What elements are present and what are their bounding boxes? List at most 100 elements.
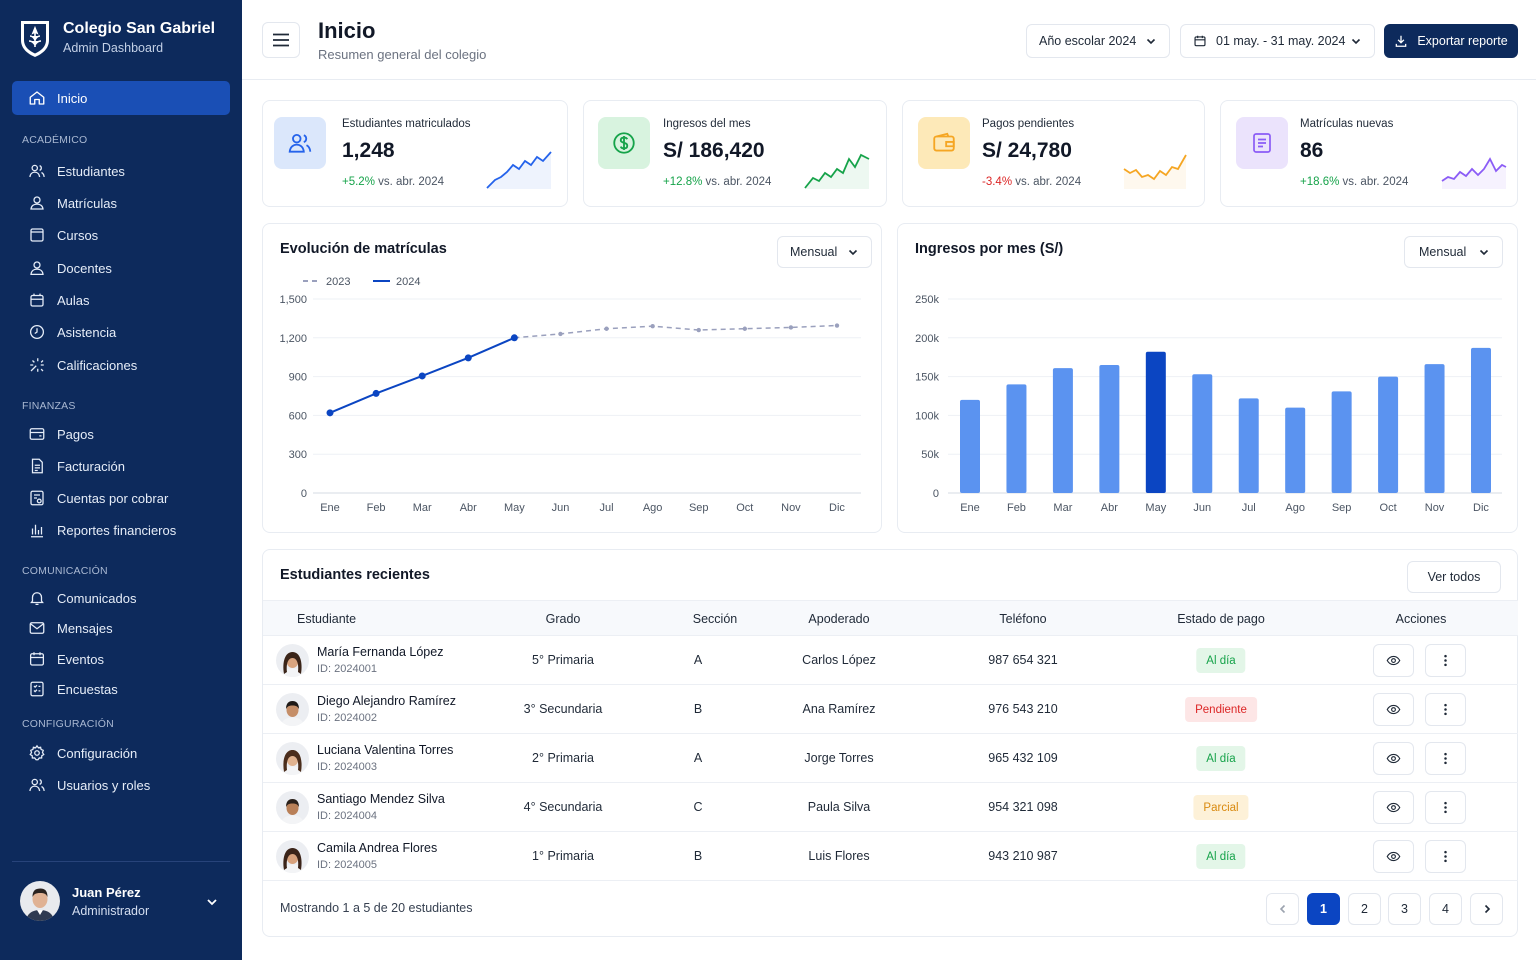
data-point[interactable] [326,409,334,417]
nav-item-cursos[interactable]: Cursos [28,224,98,246]
table-row[interactable]: Santiago Mendez Silva ID: 2024004 4° Secun… [263,783,1518,832]
pagination-prev-button[interactable] [1266,893,1299,925]
data-point[interactable] [788,325,794,330]
nav-section-configuracion: CONFIGURACIÓN [22,718,114,730]
nav-item-encuestas[interactable]: Encuestas [28,678,118,700]
data-point[interactable] [372,389,380,397]
nav-item-configuracion[interactable]: Configuración [28,742,137,764]
student-avatar [276,644,309,677]
data-point[interactable] [742,326,748,331]
data-point[interactable] [558,331,563,337]
bar-Sep[interactable] [1331,391,1352,493]
export-report-button[interactable]: Exportar reporte [1384,24,1518,58]
bar-Oct[interactable] [1378,376,1399,493]
nav-item-matriculas[interactable]: Matrículas [28,192,117,214]
data-point[interactable] [650,323,655,329]
menu-toggle-button[interactable] [262,22,300,58]
user-profile[interactable]: Juan Pérez Administrador [20,881,149,921]
bar-Ago[interactable] [1285,407,1306,493]
pagination-page-2[interactable]: 2 [1348,893,1381,925]
school-year-select[interactable]: Año escolar 2024 [1026,24,1170,58]
bar-Mar[interactable] [1052,368,1073,493]
nav-item-eventos[interactable]: Eventos [28,648,104,670]
pagination-page-4[interactable]: 4 [1429,893,1462,925]
data-point[interactable] [510,334,518,342]
page-subtitle: Resumen general del colegio [318,47,487,62]
teacher-icon [30,261,44,276]
x-tick-label: May [504,502,525,514]
student-section: B [693,849,703,863]
bar-May[interactable] [1145,351,1166,493]
more-actions-button[interactable] [1425,693,1466,726]
bar-Nov[interactable] [1424,364,1445,493]
bar-chart: 0 50k 100k 150k 200k 250k Ene Feb Mar Abr May Jun Ju… [915,294,1502,514]
bar-Feb[interactable] [1006,384,1027,493]
view-all-button[interactable]: Ver todos [1407,561,1501,593]
nav-item-usuarios-y-roles[interactable]: Usuarios y roles [28,774,150,796]
x-tick-label: Oct [1380,502,1397,514]
column-header-grade: Grado [545,612,581,626]
nav-item-comunicados[interactable]: Comunicados [28,587,137,609]
sidebar-divider [12,861,230,862]
nav-item-pagos[interactable]: Pagos [28,423,94,445]
y-tick-label: 200k [915,333,939,345]
pagination-page-3[interactable]: 3 [1388,893,1421,925]
view-student-button[interactable] [1373,644,1414,677]
nav-item-estudiantes[interactable]: Estudiantes [28,160,125,182]
more-actions-button[interactable] [1425,840,1466,873]
nav-item-docentes[interactable]: Docentes [28,257,112,279]
more-vertical-icon [1444,654,1447,667]
view-student-button[interactable] [1373,742,1414,775]
bar-Abr[interactable] [1099,364,1120,493]
student-grade: 5° Primaria [532,653,594,667]
nav-item-label: Asistencia [57,324,117,340]
student-grade: 1° Primaria [532,849,594,863]
pagination-next-button[interactable] [1470,893,1503,925]
data-point[interactable] [696,327,701,333]
table-row[interactable]: María Fernanda López ID: 2024001 5° Primar… [263,636,1518,685]
period-select[interactable]: Mensual [777,236,872,268]
nav-item-facturacion[interactable]: Facturación [28,455,125,477]
nav-item-label: Docentes [57,260,112,276]
period-select[interactable]: Mensual [1404,236,1503,268]
nav-section-comunicacion: COMUNICACIÓN [22,565,108,577]
brand[interactable]: Colegio San Gabriel Admin Dashboard [18,18,215,58]
nav-item-reportes-financieros[interactable]: Reportes financieros [28,519,176,541]
table-row[interactable]: Diego Alejandro Ramírez ID: 2024002 3° Sec… [263,685,1518,734]
nav-item-calificaciones[interactable]: Calificaciones [28,354,137,376]
more-actions-button[interactable] [1425,791,1466,824]
chart-title: Evolución de matrículas [280,241,447,257]
bar-Dic[interactable] [1471,347,1491,493]
view-student-button[interactable] [1373,791,1414,824]
view-student-button[interactable] [1373,693,1414,726]
nav-item-aulas[interactable]: Aulas [28,289,90,311]
column-header-student: Estudiante [297,612,357,626]
more-actions-button[interactable] [1425,644,1466,677]
data-point[interactable] [418,372,426,380]
bar-Jun[interactable] [1192,374,1213,493]
bar-Ene[interactable] [960,399,980,493]
more-vertical-icon [1444,850,1447,863]
table-row[interactable]: Camila Andrea Flores ID: 2024005 1° Primar… [263,832,1518,881]
nav-item-mensajes[interactable]: Mensajes [28,617,113,639]
bar-Jul[interactable] [1238,398,1259,493]
data-point[interactable] [604,326,609,331]
calendar-icon [1194,35,1206,47]
x-tick-label: Nov [1425,502,1445,514]
legend-label: 2024 [396,276,420,288]
view-student-button[interactable] [1373,840,1414,873]
kpi-delta-suffix: vs. abr. 2024 [1342,176,1409,188]
data-point[interactable] [464,354,472,362]
date-range-picker[interactable]: 01 may. - 31 may. 2024 [1180,24,1375,58]
table-row[interactable]: Luciana Valentina Torres ID: 2024003 2° Pr… [263,734,1518,783]
pagination-page-1[interactable]: 1 [1307,893,1340,925]
nav-item-asistencia[interactable]: Asistencia [28,321,116,343]
nav-item-cuentas-por-cobrar[interactable]: Cuentas por cobrar [28,487,168,509]
student-section: A [693,653,703,667]
kpi-icon-box [274,117,326,169]
student-name: Diego Alejandro Ramírez [317,694,456,708]
chevron-down-icon[interactable] [205,895,219,909]
data-point[interactable] [834,323,840,328]
more-actions-button[interactable] [1425,742,1466,775]
nav-item-inicio[interactable]: Inicio [12,81,230,115]
